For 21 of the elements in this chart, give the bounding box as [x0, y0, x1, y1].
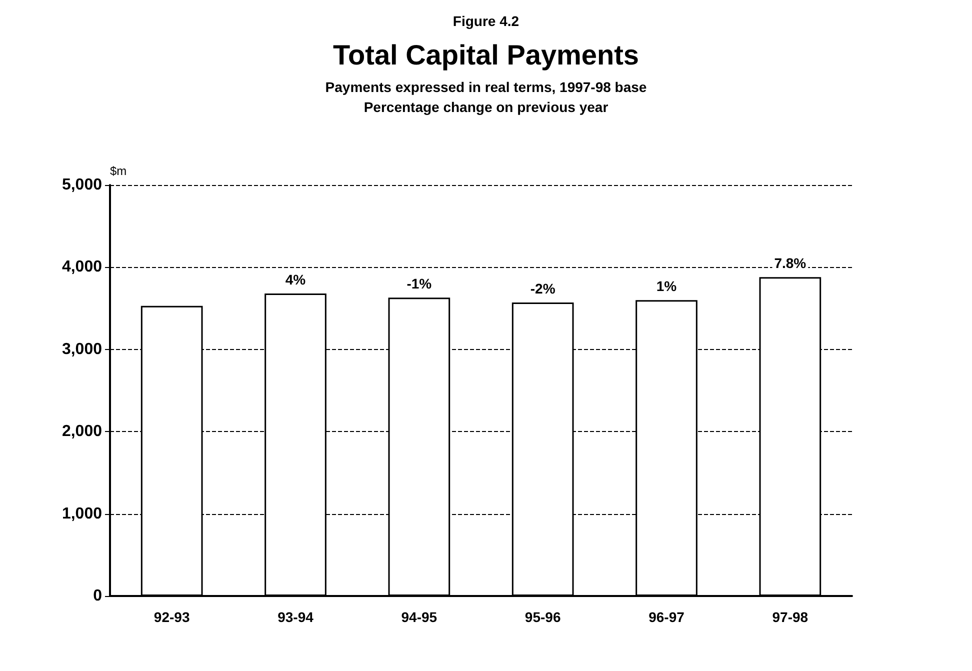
caption: Figure 4.2	[452, 13, 520, 29]
x-tick-label: 94-95	[401, 609, 438, 625]
x-tick-label: 93-94	[278, 609, 314, 625]
chart-subtitle: Payments expressed in real terms, 1997-98 base Percentage change on previous year	[325, 79, 647, 115]
annotation: -1%	[406, 276, 432, 292]
y-tick-label: 0	[93, 588, 102, 604]
y-tick-label: 4,000	[62, 258, 102, 276]
y-tick-label: 3,000	[62, 340, 102, 358]
x-tick-label: 97-98	[772, 609, 808, 625]
annotation: 1%	[656, 278, 678, 294]
y-tick-label: 2,000	[62, 423, 102, 440]
y-tick-label: 5,000	[62, 176, 102, 194]
annotation: -2%	[530, 280, 556, 297]
x-tick-label: 96-97	[648, 609, 685, 625]
x-tick-label: 92-93	[154, 609, 190, 625]
y-tick-label: 1,000	[62, 505, 102, 522]
annotation: 4%	[285, 272, 306, 288]
x-tick-label: 95-96	[524, 609, 561, 625]
chart-title: Total Capital Payments	[332, 40, 640, 70]
annotation: 7.8%	[774, 255, 807, 272]
y-axis-title: $m	[110, 164, 127, 178]
